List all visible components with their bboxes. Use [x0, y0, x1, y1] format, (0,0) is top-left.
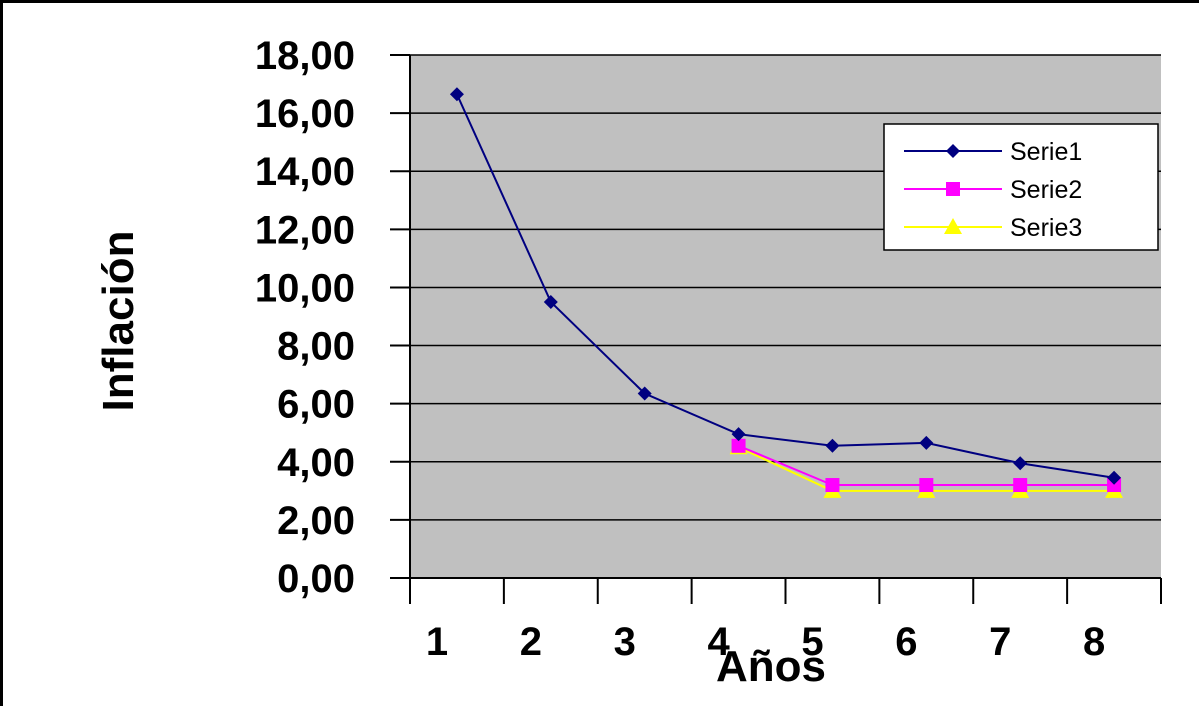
x-tick-label: 5 [801, 620, 823, 664]
data-point [543, 294, 558, 309]
series-layer [449, 87, 1124, 498]
legend-label: Serie1 [1010, 138, 1082, 166]
legend: Serie1 Serie2 Serie3 [883, 123, 1159, 251]
legend-swatch-marker [944, 218, 962, 234]
series-serie2 [731, 438, 1122, 493]
legend-label: Serie2 [1010, 176, 1082, 204]
data-point [637, 386, 652, 401]
legend-swatch-marker [946, 144, 960, 158]
x-tick-label: 1 [426, 620, 448, 664]
data-point [1107, 478, 1122, 493]
data-point [1107, 470, 1122, 485]
legend-label: Serie3 [1010, 214, 1082, 242]
data-point [825, 438, 840, 453]
y-axis-title: Inflación [94, 231, 143, 412]
y-axis-ticks: 0,00 2,00 4,00 6,00 8,00 10,00 12,00 14,00 16,00… [255, 34, 410, 601]
y-tick-label: 8,00 [277, 325, 355, 369]
legend-swatch-marker [946, 182, 960, 196]
legend-item: Serie2 [904, 176, 1082, 204]
x-tick-label: 2 [520, 620, 542, 664]
x-axis-title: Años [716, 642, 826, 691]
data-point [919, 435, 934, 450]
y-tick-label: 4,00 [277, 441, 355, 485]
series-serie1 [449, 87, 1122, 485]
data-point [1013, 456, 1028, 471]
legend-box [883, 123, 1159, 251]
data-point [919, 478, 934, 493]
y-tick-label: 12,00 [255, 208, 355, 252]
data-point [825, 478, 840, 493]
data-point [731, 427, 746, 442]
y-tick-label: 6,00 [277, 383, 355, 427]
x-tick-label: 6 [895, 620, 917, 664]
x-axis-ticks: 1 2 3 4 5 6 7 8 [409, 578, 1162, 664]
y-tick-label: 10,00 [255, 266, 355, 310]
axes [390, 55, 1161, 579]
legend-item: Serie3 [904, 214, 1082, 242]
x-tick-label: 8 [1083, 620, 1105, 664]
y-tick-label: 16,00 [255, 92, 355, 136]
data-point [1013, 478, 1028, 493]
x-tick-label: 7 [989, 620, 1011, 664]
x-tick-label: 3 [614, 620, 636, 664]
legend-item: Serie1 [904, 138, 1082, 166]
y-tick-label: 2,00 [277, 499, 355, 543]
inflation-line-chart: 0,00 2,00 4,00 6,00 8,00 10,00 12,00 14,00 16,00… [94, 34, 1162, 691]
x-tick-label: 4 [707, 620, 730, 664]
y-tick-label: 14,00 [255, 150, 355, 194]
series-line [456, 93, 1115, 479]
y-tick-label: 18,00 [255, 34, 355, 78]
data-point [731, 438, 746, 453]
y-tick-label: 0,00 [277, 557, 355, 601]
legend-items: Serie1 Serie2 Serie3 [904, 138, 1082, 242]
data-point [449, 87, 464, 102]
